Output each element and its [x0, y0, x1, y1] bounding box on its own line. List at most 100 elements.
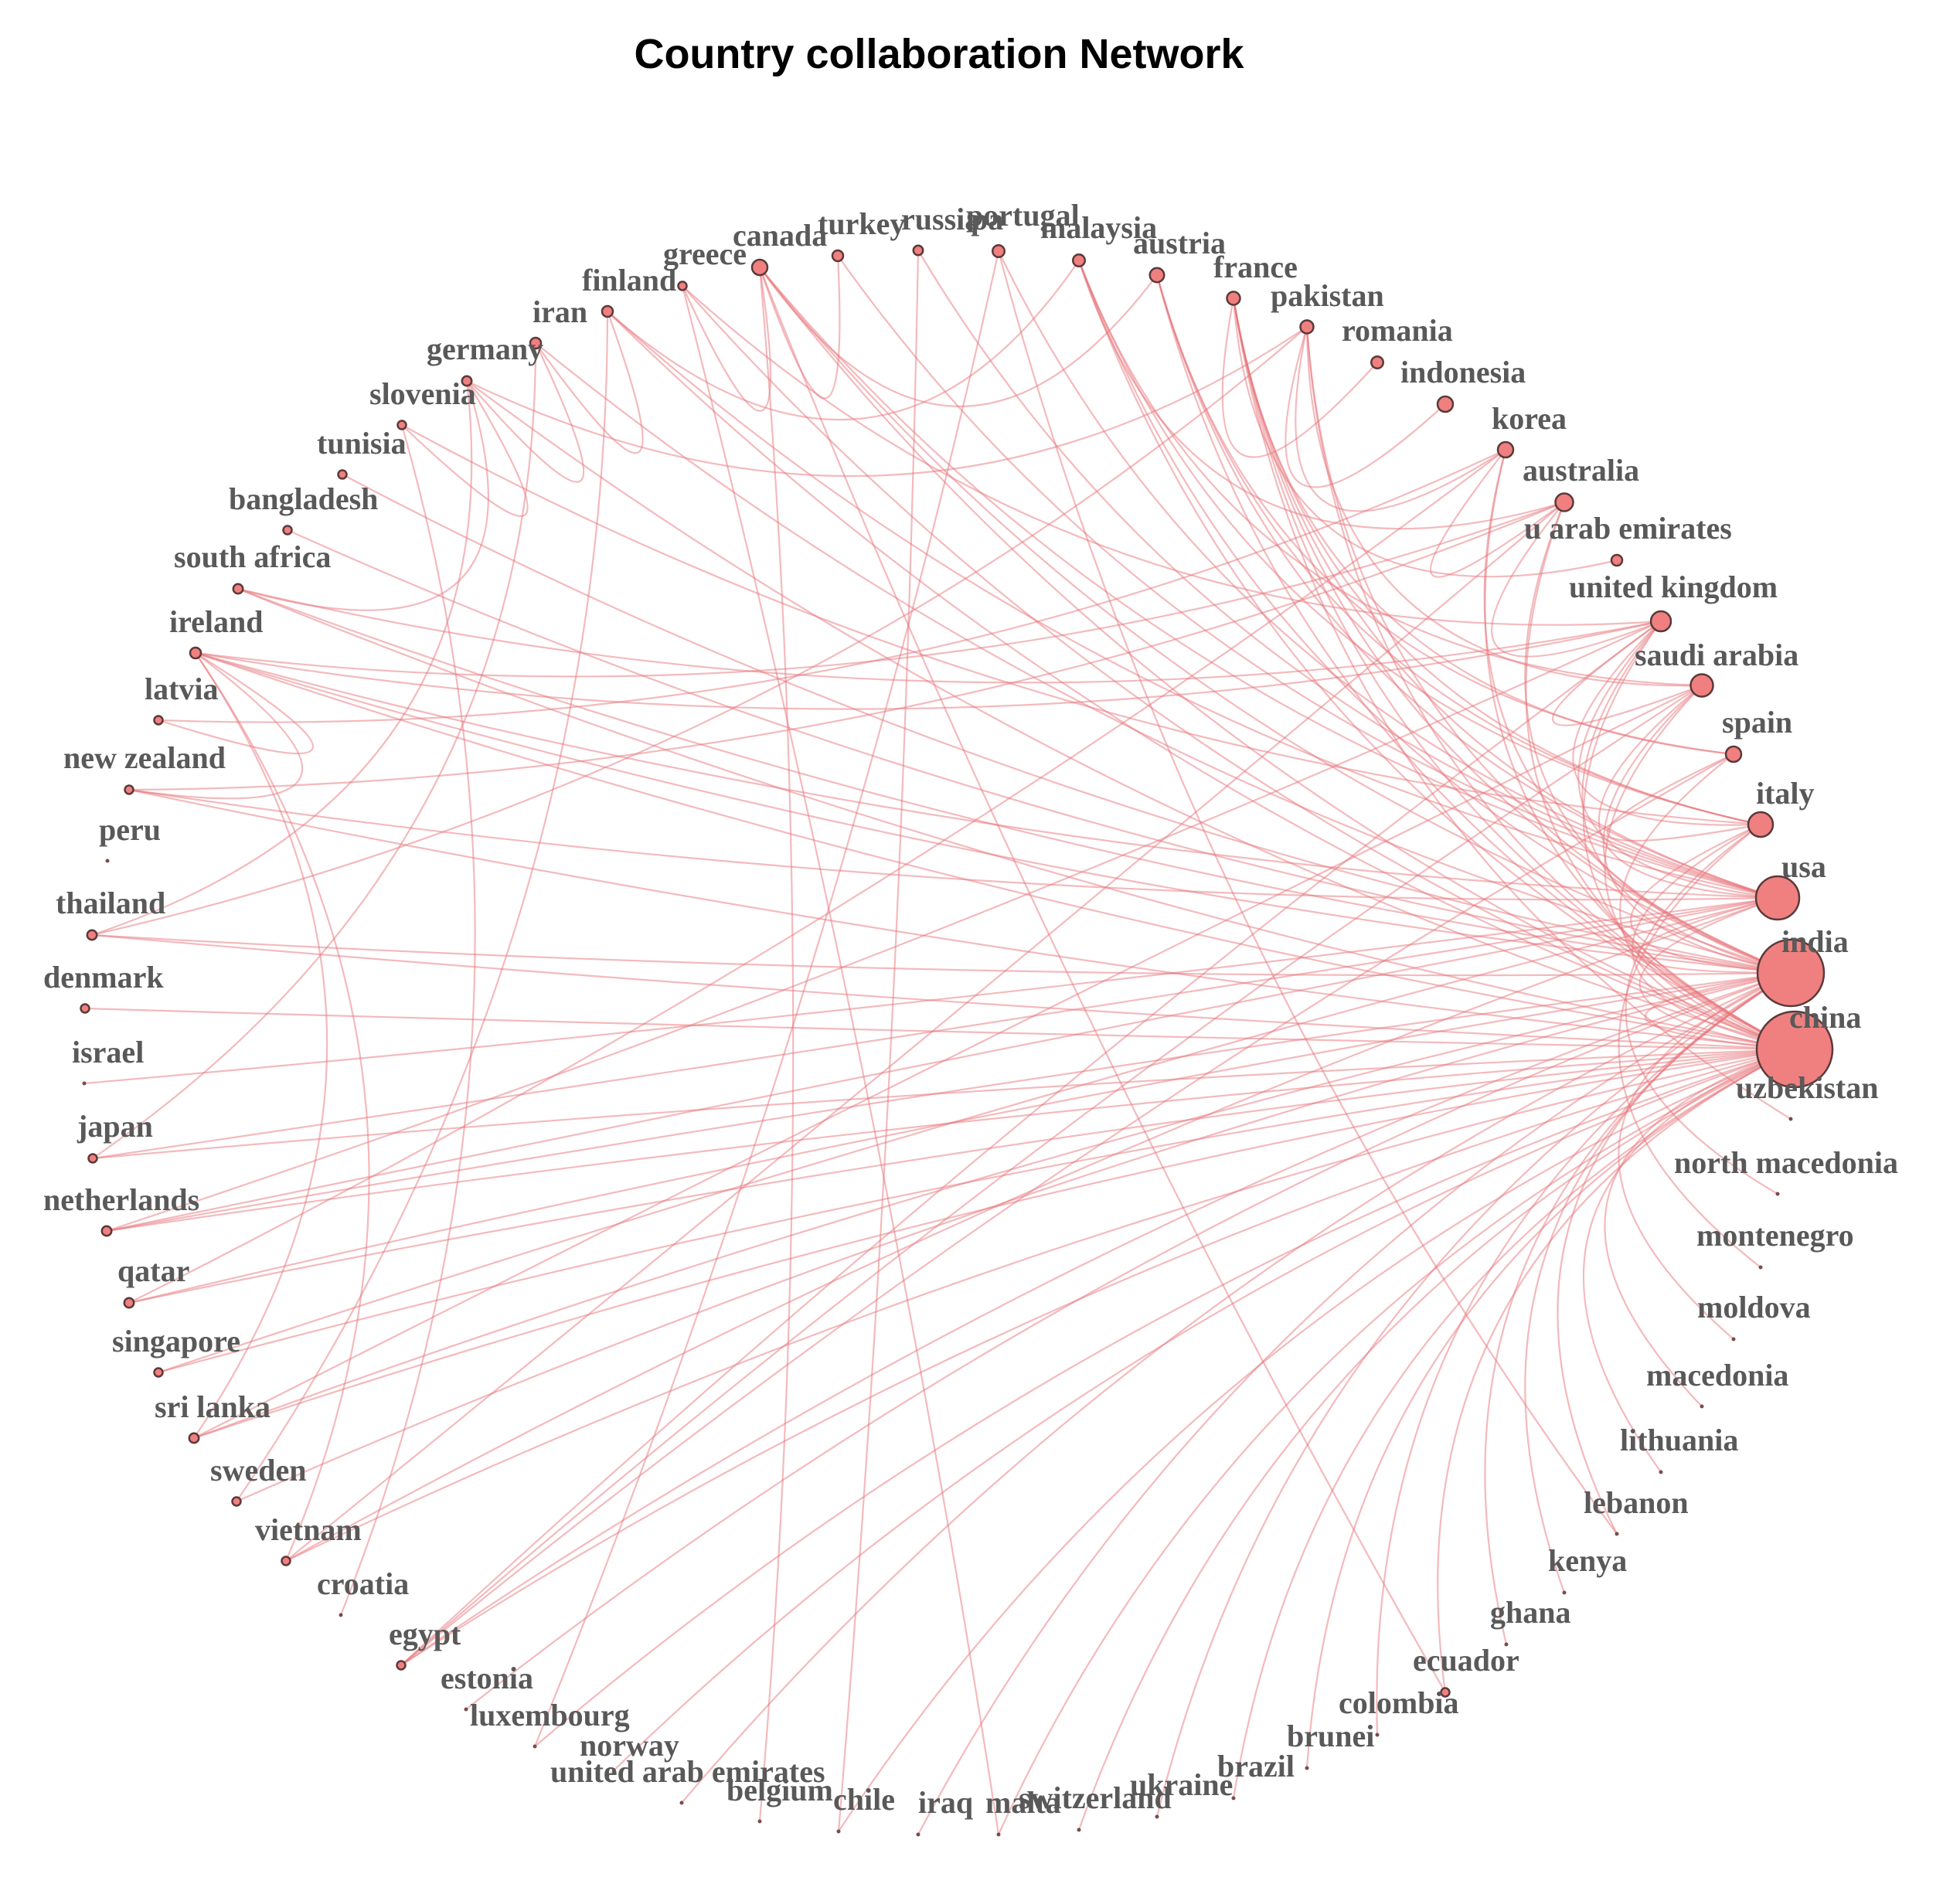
node-korea[interactable]	[1496, 440, 1515, 459]
node-ireland[interactable]	[189, 646, 202, 660]
label-sweden: sweden	[210, 1453, 306, 1488]
node-slovenia[interactable]	[396, 420, 407, 430]
edge-usa-saudi-arabia	[1598, 685, 1778, 899]
edge-korea-qatar	[128, 449, 1506, 1304]
node-australia[interactable]	[1554, 492, 1574, 512]
node-chile[interactable]	[836, 1829, 841, 1834]
node-lebanon[interactable]	[1615, 1532, 1619, 1536]
node-malta[interactable]	[996, 1832, 1001, 1837]
node-japan[interactable]	[87, 1153, 98, 1164]
node-usa[interactable]	[1754, 875, 1801, 921]
edge-canada-ecuador	[758, 267, 1446, 1693]
node-israel[interactable]	[82, 1081, 87, 1086]
edge-canada-greece	[682, 267, 772, 412]
node-bangladesh[interactable]	[282, 525, 293, 536]
node-france[interactable]	[1226, 291, 1241, 306]
node-portugal[interactable]	[992, 244, 1006, 258]
node-tunisia[interactable]	[337, 469, 348, 480]
node-united-arab-emirates[interactable]	[679, 1800, 684, 1805]
node-sri-lanka[interactable]	[188, 1432, 200, 1444]
edge-china-united-kingdom	[1582, 621, 1795, 1051]
label-greece: greece	[663, 236, 747, 271]
node-u-arab-emirates[interactable]	[1610, 553, 1624, 567]
node-luxembourg[interactable]	[533, 1744, 537, 1749]
node-spain[interactable]	[1724, 745, 1743, 763]
edge-united-kingdom-ireland	[195, 620, 1662, 710]
edge-united-kingdom-egypt	[400, 621, 1662, 1666]
node-vietnam[interactable]	[281, 1556, 291, 1566]
edge-united-kingdom-greece	[682, 285, 1662, 626]
node-peru[interactable]	[105, 859, 110, 863]
node-indonesia[interactable]	[1436, 395, 1455, 413]
node-switzerland[interactable]	[1077, 1828, 1081, 1832]
label-uzbekistan: uzbekistan	[1736, 1070, 1879, 1105]
node-saudi-arabia[interactable]	[1689, 673, 1714, 698]
node-turkey[interactable]	[831, 249, 845, 263]
node-iran[interactable]	[529, 336, 543, 350]
node-sweden[interactable]	[231, 1496, 242, 1507]
edge-india-moldova	[1618, 972, 1792, 1340]
node-qatar[interactable]	[123, 1297, 135, 1309]
node-estonia[interactable]	[464, 1707, 468, 1712]
node-south-africa[interactable]	[232, 583, 244, 595]
node-netherlands[interactable]	[100, 1225, 113, 1237]
node-singapore[interactable]	[153, 1367, 164, 1378]
edge-austria-canada	[759, 267, 1158, 407]
node-austria[interactable]	[1148, 267, 1165, 284]
label-canada: canada	[733, 218, 827, 253]
node-egypt[interactable]	[396, 1660, 407, 1671]
node-kenya[interactable]	[1562, 1590, 1567, 1595]
chart-title: Country collaboration Network	[634, 31, 1244, 77]
label-estonia: estonia	[441, 1661, 533, 1695]
node-malaysia[interactable]	[1072, 253, 1086, 267]
node-montenegro[interactable]	[1758, 1265, 1763, 1270]
node-thailand[interactable]	[86, 929, 98, 941]
node-china[interactable]	[1755, 1010, 1834, 1089]
node-russia[interactable]	[912, 244, 924, 257]
node-croatia[interactable]	[339, 1613, 343, 1617]
node-macedonia[interactable]	[1700, 1404, 1704, 1409]
node-brunei[interactable]	[1305, 1766, 1309, 1770]
node-greece[interactable]	[677, 281, 688, 291]
edge-china-germany	[466, 380, 1795, 1051]
edge-usa-russia	[917, 250, 1778, 899]
edge-china-south-africa	[237, 587, 1795, 1051]
label-kenya: kenya	[1548, 1543, 1627, 1578]
node-pakistan[interactable]	[1299, 319, 1315, 335]
label-india: india	[1781, 924, 1849, 959]
edge-slovenia-croatia	[339, 424, 476, 1616]
node-ukraine[interactable]	[1155, 1814, 1159, 1819]
edge-china-norway	[606, 1048, 1795, 1778]
edge-usa-portugal	[998, 250, 1778, 899]
edges-layer	[83, 250, 1795, 1835]
node-ecuador[interactable]	[1440, 1687, 1451, 1698]
node-ghana[interactable]	[1504, 1642, 1509, 1647]
node-united-kingdom[interactable]	[1649, 610, 1672, 633]
node-norway[interactable]	[604, 1775, 609, 1780]
node-denmark[interactable]	[80, 1003, 90, 1014]
node-colombia[interactable]	[1375, 1732, 1380, 1737]
node-moldova[interactable]	[1731, 1337, 1736, 1341]
node-north-macedonia[interactable]	[1775, 1192, 1780, 1196]
node-italy[interactable]	[1747, 811, 1775, 838]
node-india[interactable]	[1756, 938, 1826, 1008]
node-uzbekistan[interactable]	[1788, 1117, 1793, 1121]
node-belgium[interactable]	[757, 1819, 762, 1824]
edge-saudi-arabia-egypt	[400, 685, 1703, 1666]
node-latvia[interactable]	[153, 715, 164, 726]
node-romania[interactable]	[1370, 355, 1384, 369]
edge-ireland-latvia	[158, 652, 315, 755]
node-lithuania[interactable]	[1659, 1470, 1663, 1474]
node-germany[interactable]	[461, 375, 473, 387]
label-ecuador: ecuador	[1413, 1643, 1519, 1678]
node-finland[interactable]	[601, 304, 614, 318]
edge-ireland-new-zealand	[128, 652, 304, 800]
node-iraq[interactable]	[916, 1832, 920, 1837]
node-brazil[interactable]	[1231, 1796, 1236, 1800]
edge-portugal-lebanon	[997, 250, 1618, 1535]
edge-india-ireland	[195, 651, 1792, 974]
node-new-zealand[interactable]	[124, 784, 134, 795]
node-canada[interactable]	[750, 258, 769, 277]
label-austria: austria	[1133, 226, 1226, 260]
